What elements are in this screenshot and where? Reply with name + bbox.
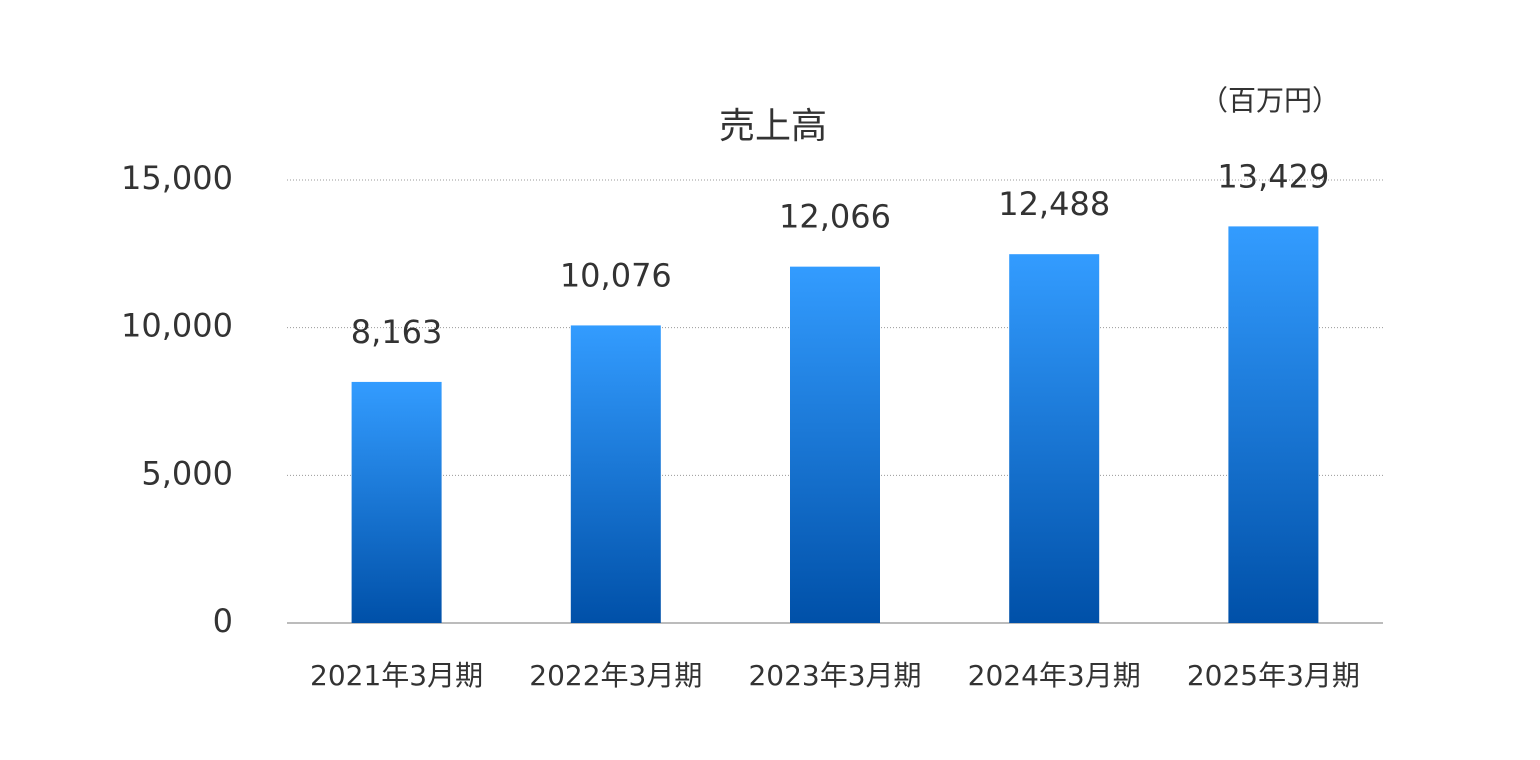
y-tick-label: 10,000 [121, 307, 233, 345]
value-label: 12,488 [998, 185, 1110, 223]
unit-label: （百万円） [1200, 84, 1340, 117]
x-tick-label: 2023年3月期 [748, 659, 921, 692]
bar [1228, 226, 1319, 624]
value-label: 12,066 [779, 198, 891, 236]
y-tick-label: 0 [213, 602, 233, 640]
bar [570, 325, 661, 623]
value-label: 13,429 [1217, 157, 1329, 195]
value-label: 10,076 [560, 256, 672, 294]
value-label: 8,163 [351, 313, 443, 351]
y-tick-label: 5,000 [141, 454, 233, 492]
bar [790, 266, 880, 623]
y-tick-label: 15,000 [121, 159, 233, 197]
x-tick-label: 2021年3月期 [310, 659, 483, 692]
bar [351, 381, 442, 623]
x-tick-label: 2024年3月期 [968, 659, 1141, 692]
x-tick-label: 2025年3月期 [1187, 659, 1360, 692]
bar [1009, 254, 1100, 623]
x-tick-label: 2022年3月期 [529, 659, 702, 692]
chart-title: 売上高 [719, 106, 827, 147]
